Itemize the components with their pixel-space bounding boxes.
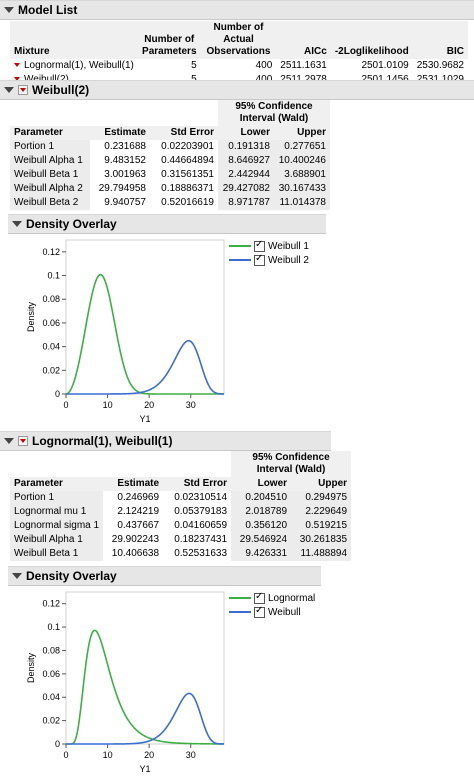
x-tick-label: 0 <box>63 750 68 760</box>
legend-item[interactable]: Weibull <box>229 605 315 619</box>
collapse-icon[interactable] <box>12 221 22 227</box>
x-axis-label: Y1 <box>139 764 150 774</box>
checkbox[interactable] <box>254 591 265 604</box>
table-row: Portion 1 0.246969 0.02310514 0.204510 0.294… <box>10 491 352 505</box>
table-row: Weibull Alpha 2 29.794958 0.18886371 29.427… <box>10 182 330 196</box>
col-bic: BIC <box>412 21 468 59</box>
model-list-table: Mixture Number of Parameters Number of A… <box>10 21 468 87</box>
red-triangle-menu-icon[interactable] <box>18 85 28 95</box>
col-mixture: Mixture <box>10 21 138 59</box>
table-row[interactable]: Lognormal(1), Weibull(1) 5 400 2511.1631… <box>10 59 468 73</box>
series-line <box>66 339 224 395</box>
chart-legend: Lognormal Weibull <box>229 591 315 619</box>
ci-header: 95% Confidence Interval (Wald) <box>231 451 352 477</box>
col-lower: Lower <box>218 126 274 140</box>
y-tick-label: 0.04 <box>42 692 60 702</box>
table-row: Lognormal sigma 1 0.437667 0.04160659 0.356… <box>10 519 352 533</box>
lognormal-weibull-header[interactable]: Lognormal(1), Weibull(1) <box>0 431 331 451</box>
col-upper: Upper <box>291 477 352 491</box>
col-loglik: -2Loglikelihood <box>330 21 413 59</box>
y-axis-label: Density <box>26 652 36 683</box>
y-tick-label: 0 <box>55 389 60 399</box>
density-overlay-chart: 0 0.02 0.04 0.06 0.08 0.1 0.12 0 10 20 30 Y1 Density <box>26 239 225 424</box>
model-list-title: Model List <box>18 3 78 17</box>
col-num-obs: Number of Actual Observations <box>200 21 277 59</box>
density-overlay-header[interactable]: Density Overlay <box>8 566 321 586</box>
plot-frame <box>65 239 225 395</box>
col-upper: Upper <box>274 126 330 140</box>
table-row: Weibull Alpha 1 9.483152 0.44664894 8.64692… <box>10 154 330 168</box>
series-line <box>66 692 224 745</box>
y-tick-label: 0.12 <box>42 599 60 609</box>
y-tick-label: 0.02 <box>42 716 60 726</box>
y-tick-label: 0.06 <box>42 318 60 328</box>
x-axis-label: Y1 <box>139 414 150 424</box>
ci-header: 95% Confidence Interval (Wald) <box>218 100 330 126</box>
weibull2-param-table: 95% Confidence Interval (Wald) Parameter… <box>10 100 330 210</box>
col-num-params: Number of Parameters <box>137 21 201 59</box>
col-aicc: AICc <box>276 21 331 59</box>
col-stderr: Std Error <box>150 126 218 140</box>
y-tick-label: 0 <box>55 739 60 749</box>
col-stderr: Std Error <box>163 477 232 491</box>
y-tick-label: 0.1 <box>47 271 60 281</box>
table-row: Lognormal mu 1 2.124219 0.05379183 2.018789… <box>10 505 352 519</box>
x-tick-label: 20 <box>144 400 154 410</box>
y-tick-label: 0.12 <box>42 247 60 257</box>
lognormal-weibull-title: Lognormal(1), Weibull(1) <box>32 434 173 448</box>
plot-frame <box>65 591 225 745</box>
density-overlay-title: Density Overlay <box>26 569 117 583</box>
checkbox[interactable] <box>254 253 265 266</box>
y-tick-label: 0.02 <box>42 365 60 375</box>
lognormal-weibull-param-table: 95% Confidence Interval (Wald) Parameter… <box>10 451 352 561</box>
x-tick-label: 20 <box>144 750 154 760</box>
col-lower: Lower <box>231 477 292 491</box>
x-tick-label: 10 <box>103 750 113 760</box>
col-estimate: Estimate <box>90 126 150 140</box>
legend-item[interactable]: Lognormal <box>229 591 315 605</box>
row-menu-icon[interactable] <box>14 77 20 82</box>
model-list-header[interactable]: Model List <box>0 0 474 20</box>
collapse-icon[interactable] <box>4 87 14 93</box>
weibull2-title: Weibull(2) <box>32 83 90 97</box>
legend-item[interactable]: Weibull 2 <box>229 253 309 267</box>
x-tick-label: 10 <box>103 400 113 410</box>
series-line <box>66 629 224 745</box>
table-row: Weibull Beta 2 9.940757 0.52016619 8.971787… <box>10 196 330 210</box>
table-row: Portion 1 0.231688 0.02203901 0.191318 0.277… <box>10 140 330 154</box>
checkbox[interactable] <box>254 605 265 618</box>
y-tick-label: 0.08 <box>42 645 60 655</box>
table-row: Weibull Alpha 1 29.902243 0.18237431 29.546… <box>10 533 352 547</box>
table-row: Weibull Beta 1 10.406638 0.52531633 9.42633… <box>10 547 352 561</box>
x-tick-label: 30 <box>186 400 196 410</box>
y-tick-label: 0.06 <box>42 669 60 679</box>
y-tick-label: 0.04 <box>42 342 60 352</box>
y-tick-label: 0.1 <box>47 622 60 632</box>
col-estimate: Estimate <box>103 477 164 491</box>
col-parameter: Parameter <box>10 126 90 140</box>
y-axis-label: Density <box>26 301 36 332</box>
legend-item[interactable]: Weibull 1 <box>229 239 309 253</box>
table-row: Weibull Beta 1 3.001963 0.31561351 2.442944… <box>10 168 330 182</box>
collapse-icon[interactable] <box>12 573 22 579</box>
table-row[interactable]: Weibull(2) 5 400 2511.2978 2501.1456 253… <box>10 73 468 87</box>
collapse-icon[interactable] <box>4 7 14 13</box>
col-parameter: Parameter <box>10 477 104 491</box>
row-menu-icon[interactable] <box>14 63 20 68</box>
checkbox[interactable] <box>254 239 265 252</box>
density-overlay-header[interactable]: Density Overlay <box>8 214 326 234</box>
x-tick-label: 0 <box>63 400 68 410</box>
series-line <box>65 273 224 395</box>
x-tick-label: 30 <box>186 750 196 760</box>
collapse-icon[interactable] <box>4 438 14 444</box>
density-overlay-title: Density Overlay <box>26 217 117 231</box>
density-overlay-chart: 0 0.02 0.04 0.06 0.08 0.1 0.12 0 10 20 30 Y1 Density <box>26 591 225 774</box>
y-tick-label: 0.08 <box>42 294 60 304</box>
weibull2-header[interactable]: Weibull(2) <box>0 80 474 100</box>
chart-legend: Weibull 1 Weibull 2 <box>229 239 309 267</box>
red-triangle-menu-icon[interactable] <box>18 436 28 446</box>
